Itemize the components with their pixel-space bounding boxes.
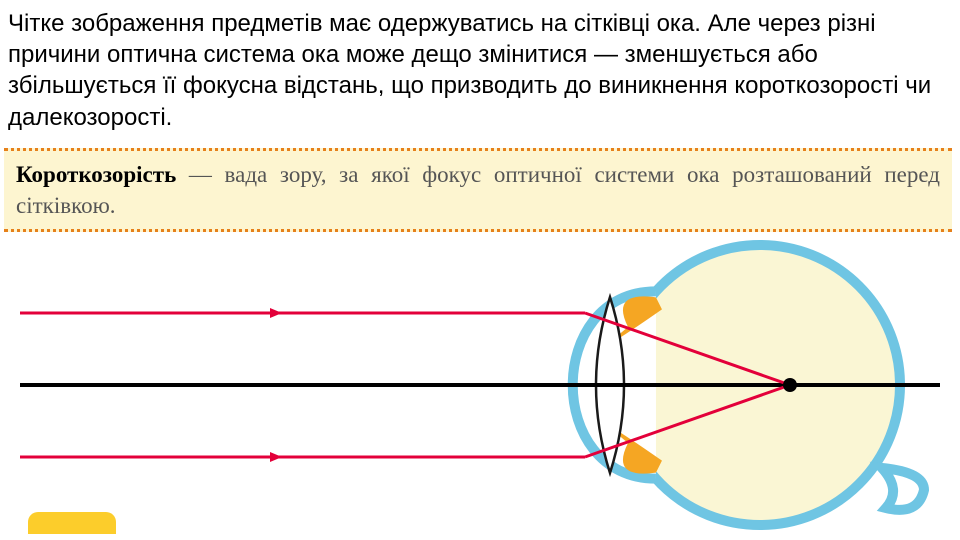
- eye-diagram: [20, 240, 940, 530]
- eye-diagram-svg: [20, 240, 940, 530]
- intro-text: Чітке зображення предметів має одержуват…: [8, 10, 931, 131]
- definition-term: Короткозорість: [16, 162, 176, 187]
- definition-text: Короткозорість — вада зору, за якої фоку…: [16, 159, 940, 221]
- optic-nerve: [882, 468, 924, 510]
- focus-point: [783, 378, 797, 392]
- accent-bar: [28, 512, 116, 534]
- definition-box: Короткозорість — вада зору, за якої фоку…: [4, 148, 952, 232]
- intro-paragraph: Чітке зображення предметів має одержуват…: [8, 8, 952, 133]
